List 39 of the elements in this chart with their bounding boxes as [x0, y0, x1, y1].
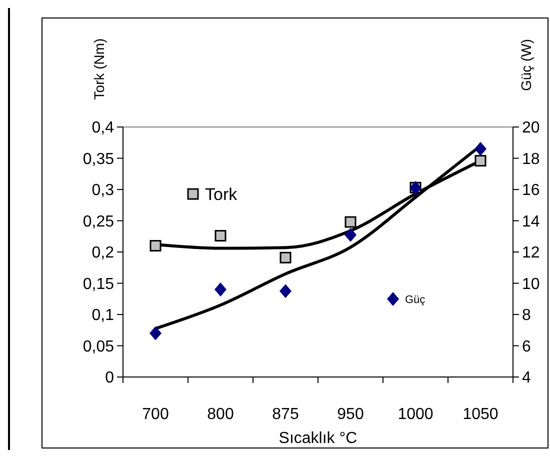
y-tick-label: 0,35 [82, 150, 114, 168]
y-tick-label: 0,25 [82, 213, 114, 230]
y2-tick-label: 14 [522, 213, 540, 230]
point [474, 155, 486, 166]
y-tick-label: 0,05 [82, 338, 114, 356]
y-tick-label: 0,15 [82, 276, 114, 293]
y-axis-title: Tork (Nm) [91, 38, 107, 100]
x-tick-label: 1050 [462, 406, 498, 423]
x-tick-label: 950 [337, 406, 364, 423]
y-tick-label: 0,2 [92, 244, 114, 262]
y2-tick-label: 10 [522, 276, 540, 293]
point [474, 142, 486, 156]
legend-label: Güç [405, 294, 426, 306]
x-tick-label: 700 [142, 406, 169, 423]
y-tick-label: 0,1 [92, 307, 114, 324]
point [344, 216, 356, 228]
x-tick-label: 800 [207, 406, 234, 423]
y2-tick-label: 4 [522, 370, 531, 387]
y-tick-label: 0 [105, 370, 114, 387]
point [280, 284, 292, 298]
y2-axis-title: Güç (W) [518, 38, 534, 92]
y-tick-label: 0,4 [92, 120, 114, 137]
x-tick-label: 875 [272, 406, 299, 423]
point [280, 252, 292, 264]
y2-tick-label: 18 [522, 150, 540, 168]
x-tick-label: 1000 [398, 406, 434, 423]
x-axis-title: Sıcaklık °C [278, 430, 358, 447]
y2-tick-label: 20 [522, 120, 540, 137]
point [214, 282, 226, 296]
point [214, 230, 226, 242]
y2-tick-label: 16 [522, 182, 540, 200]
point [344, 228, 356, 242]
y-tick-label: 0,3 [92, 182, 114, 200]
point [150, 240, 162, 252]
legend-label: Tork [205, 184, 238, 204]
point [150, 326, 162, 340]
y2-tick-label: 8 [522, 307, 531, 324]
y2-tick-label: 6 [522, 338, 531, 356]
y2-tick-label: 12 [522, 244, 540, 262]
